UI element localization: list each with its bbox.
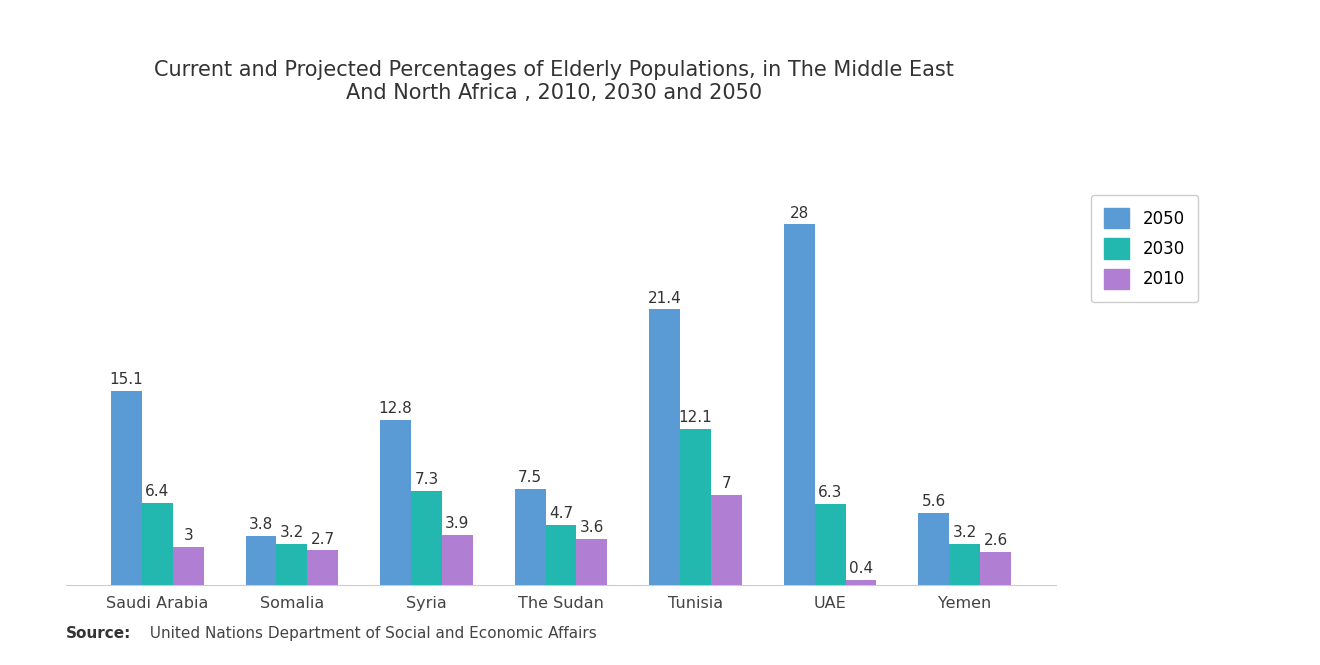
Bar <box>649 309 680 585</box>
Text: 7: 7 <box>722 476 731 491</box>
Text: 3: 3 <box>183 528 193 543</box>
Text: 21.4: 21.4 <box>648 291 681 306</box>
Bar <box>784 225 814 585</box>
Text: Current and Projected Percentages of Elderly Populations, in The Middle East
And: Current and Projected Percentages of Eld… <box>154 60 954 103</box>
Text: United Nations Department of Social and Economic Affairs: United Nations Department of Social and … <box>140 626 597 642</box>
Bar <box>814 504 846 585</box>
Text: 4.7: 4.7 <box>549 506 573 521</box>
Bar <box>979 552 1011 585</box>
Text: 7.3: 7.3 <box>414 472 438 487</box>
Bar <box>111 390 143 585</box>
Bar <box>173 547 203 585</box>
Text: 3.8: 3.8 <box>249 517 273 533</box>
Text: 0.4: 0.4 <box>849 561 873 576</box>
Bar <box>143 503 173 585</box>
Text: 6.3: 6.3 <box>818 485 842 500</box>
Bar <box>515 489 545 585</box>
Bar <box>846 580 876 585</box>
Text: 6.4: 6.4 <box>145 484 169 499</box>
Text: 3.2: 3.2 <box>953 525 977 540</box>
Bar <box>246 536 276 585</box>
Text: 2.6: 2.6 <box>983 533 1007 548</box>
Bar <box>308 551 338 585</box>
Bar <box>919 513 949 585</box>
Text: 12.8: 12.8 <box>379 402 412 416</box>
Text: Source:: Source: <box>66 626 132 642</box>
Text: 3.2: 3.2 <box>280 525 304 540</box>
Text: 3.6: 3.6 <box>579 520 605 535</box>
Text: 5.6: 5.6 <box>921 494 945 509</box>
Bar <box>577 539 607 585</box>
Bar <box>680 430 711 585</box>
Bar <box>442 535 473 585</box>
Bar <box>949 544 979 585</box>
Bar <box>711 495 742 585</box>
Text: 28: 28 <box>789 205 809 221</box>
Bar <box>276 544 308 585</box>
Text: 2.7: 2.7 <box>310 531 335 547</box>
Bar <box>545 525 577 585</box>
Text: 3.9: 3.9 <box>445 516 470 531</box>
Text: 12.1: 12.1 <box>678 410 713 426</box>
Bar <box>380 420 411 585</box>
Text: 7.5: 7.5 <box>517 469 543 485</box>
Legend: 2050, 2030, 2010: 2050, 2030, 2010 <box>1090 195 1199 302</box>
Text: 15.1: 15.1 <box>110 372 144 387</box>
Bar <box>411 491 442 585</box>
